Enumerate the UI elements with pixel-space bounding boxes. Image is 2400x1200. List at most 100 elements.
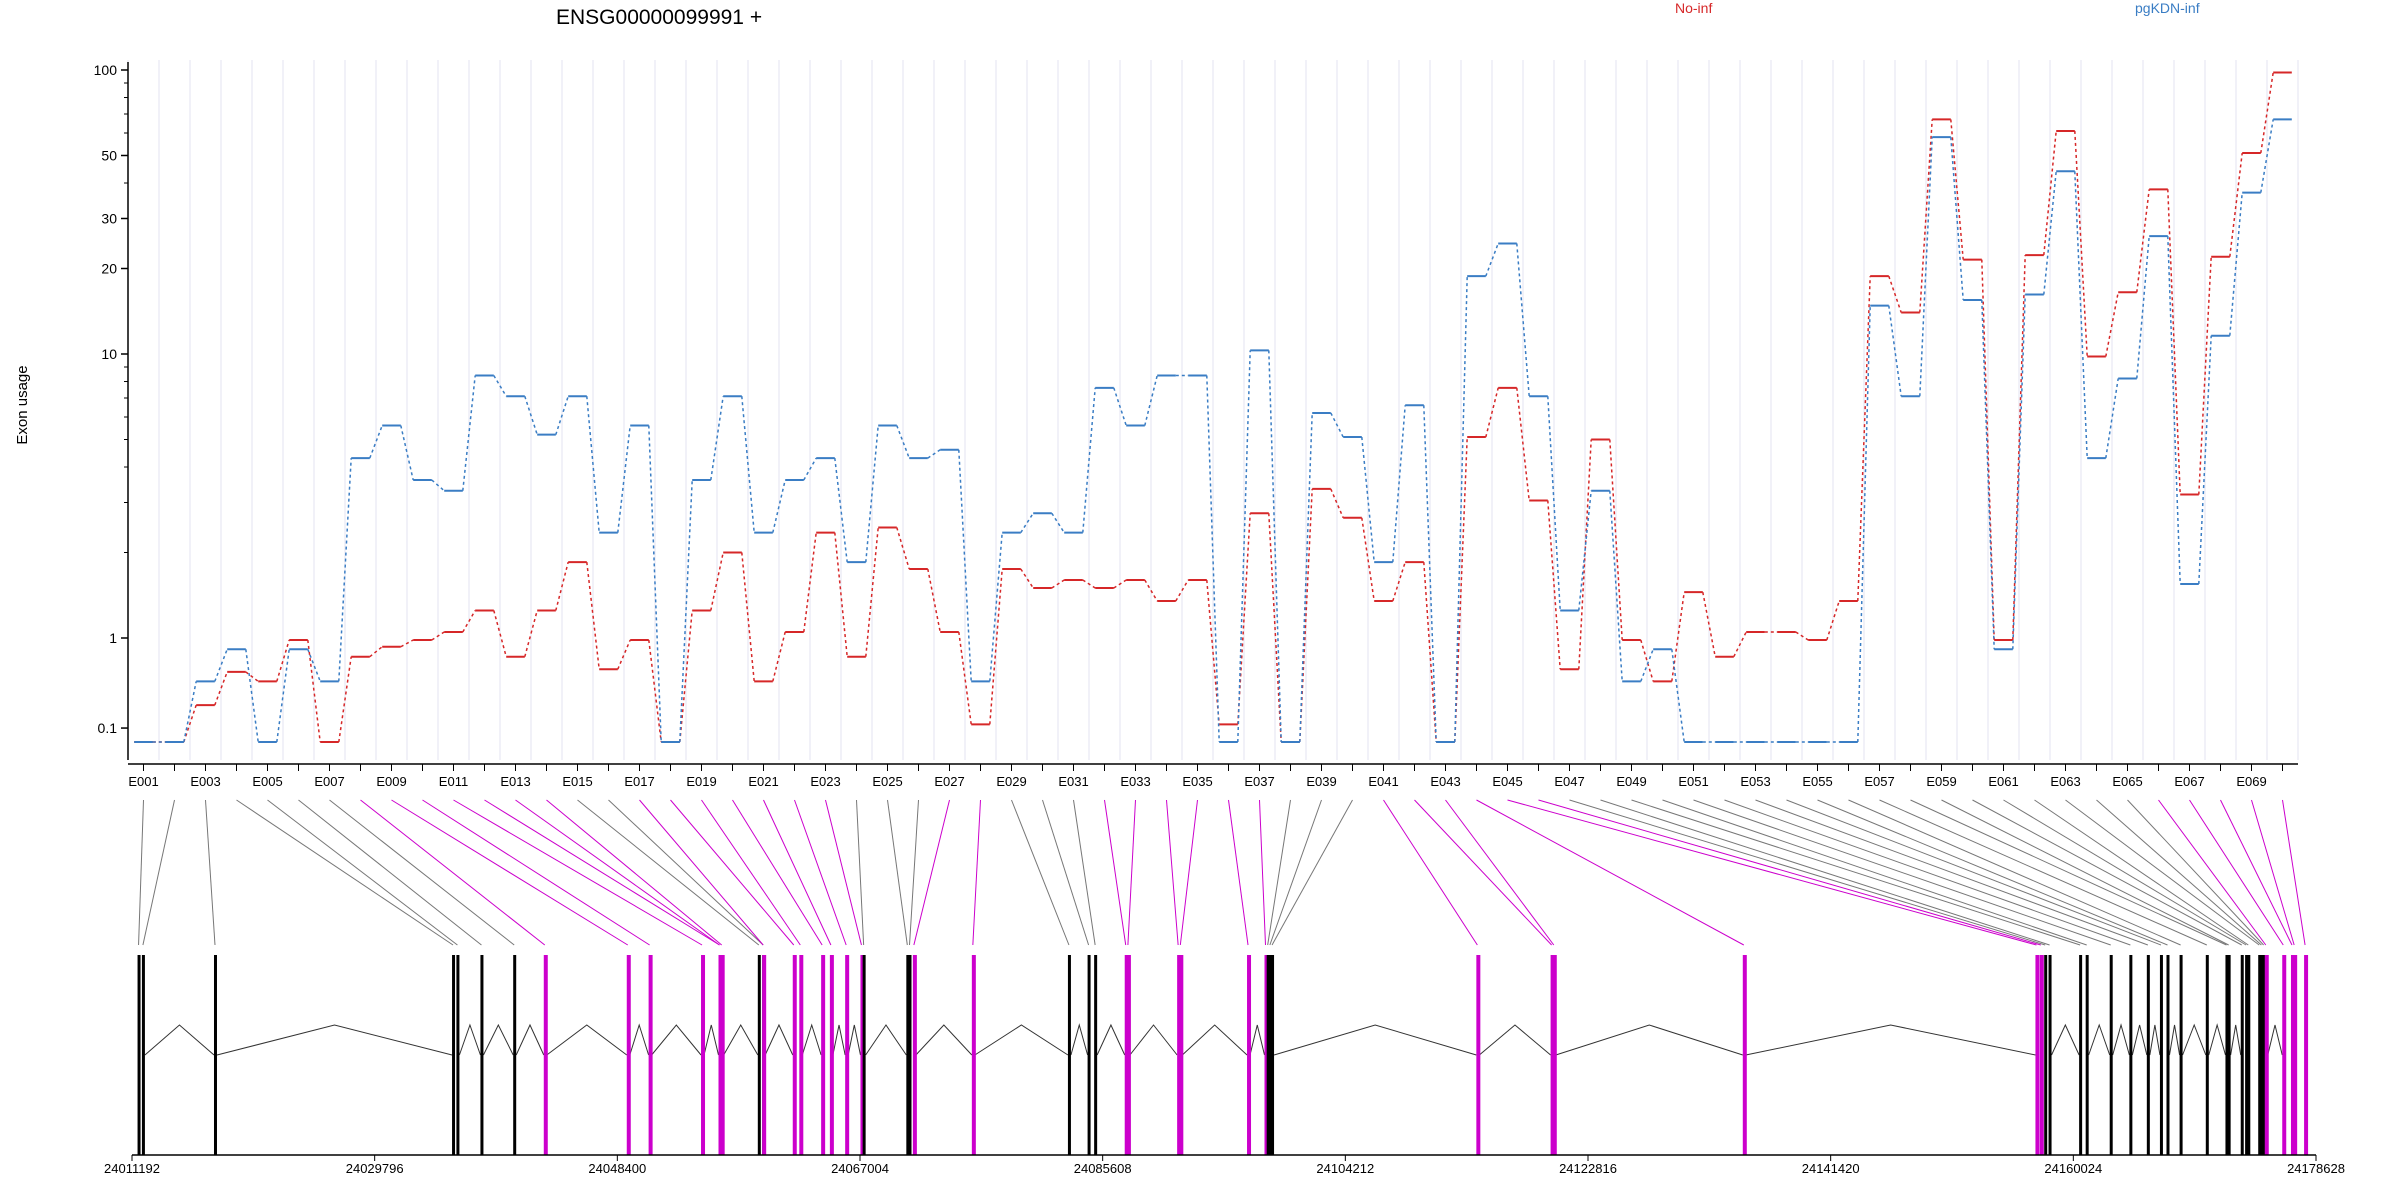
exon-connector bbox=[360, 799, 546, 946]
exon-box bbox=[2245, 955, 2249, 1155]
exon-connector bbox=[763, 799, 832, 946]
exon-box bbox=[1476, 955, 1481, 1155]
intron-line bbox=[832, 1024, 846, 1056]
genome-coordinate-axis: 24011192 24029796 24048400 24067004 24085608… bbox=[104, 1154, 2345, 1176]
intron-line bbox=[1555, 1024, 1743, 1056]
exon-box bbox=[2035, 955, 2040, 1155]
exon-tick-label: E069 bbox=[2236, 774, 2266, 789]
series-connector bbox=[555, 561, 569, 611]
series-connector bbox=[1919, 119, 1933, 313]
exon-box bbox=[456, 955, 460, 1155]
exon-box bbox=[2146, 955, 2150, 1155]
series-connector bbox=[307, 639, 321, 743]
intron-line bbox=[1096, 1023, 1126, 1056]
series-connector bbox=[1206, 375, 1220, 743]
exon-connector bbox=[1271, 799, 1353, 946]
series-connector bbox=[1640, 639, 1654, 682]
legend-pgkdn-inf: pgKDN-inf bbox=[2135, 0, 2200, 16]
series-connector bbox=[1144, 579, 1158, 602]
exon-connector bbox=[1383, 799, 1478, 946]
exon-axis: E001 E003 E005 E007 E009 E011 E013 E015 E017 E019… bbox=[128, 763, 2298, 789]
exon-connector bbox=[1724, 799, 2131, 946]
intron-line bbox=[2149, 1024, 2161, 1056]
exon-box bbox=[513, 955, 517, 1155]
exon-tick-label: E019 bbox=[686, 774, 716, 789]
series-connector bbox=[183, 681, 197, 743]
series-connector bbox=[1547, 500, 1561, 670]
exon-tick-label: E051 bbox=[1678, 774, 1708, 789]
series-connector bbox=[1888, 275, 1902, 313]
exon-tick-label: E007 bbox=[314, 774, 344, 789]
genome-tick-label: 24178628 bbox=[2287, 1161, 2345, 1176]
exon-box bbox=[2085, 955, 2089, 1155]
intron-line bbox=[2230, 1024, 2242, 1056]
series-connector bbox=[958, 449, 972, 682]
exon-connector bbox=[2158, 799, 2267, 946]
series-connector bbox=[989, 532, 1003, 682]
exon-connector bbox=[1179, 799, 1198, 946]
intron-line bbox=[703, 1024, 719, 1056]
y-tick-label: 10 bbox=[101, 346, 117, 362]
exon-tick-label: E011 bbox=[439, 774, 468, 789]
genome-tick-label: 24085608 bbox=[1074, 1161, 1132, 1176]
exon-box bbox=[480, 955, 484, 1155]
vertical-gridlines bbox=[127, 60, 2299, 760]
intron-line bbox=[546, 1024, 628, 1056]
exon-tick-label: E041 bbox=[1368, 774, 1398, 789]
series-connector bbox=[896, 527, 910, 570]
intron-line bbox=[144, 1024, 215, 1056]
exon-box bbox=[2282, 955, 2287, 1155]
series-connector bbox=[648, 425, 662, 743]
exon-tick-label: E013 bbox=[500, 774, 530, 789]
chart-title: ENSG00000099991 + bbox=[556, 6, 762, 29]
series-connector bbox=[2074, 130, 2088, 357]
exon-tick-label: E067 bbox=[2174, 774, 2204, 789]
series-connector bbox=[400, 639, 414, 648]
exon-box bbox=[2264, 955, 2269, 1155]
exon-box bbox=[908, 955, 912, 1155]
intron-line bbox=[764, 1023, 794, 1056]
series-connector bbox=[1268, 513, 1282, 743]
exon-box bbox=[1067, 955, 1071, 1155]
series-connector bbox=[245, 671, 259, 682]
series-connector bbox=[1082, 387, 1096, 533]
exon-tick-label: E015 bbox=[562, 774, 592, 789]
exon-box bbox=[2258, 955, 2262, 1155]
y-tick-label: 30 bbox=[101, 210, 117, 226]
series-connector bbox=[2043, 171, 2057, 295]
legend-no-inf: No-inf bbox=[1675, 0, 1712, 16]
series-connector bbox=[1795, 631, 1809, 641]
exon-connector bbox=[1166, 799, 1179, 946]
series-connector bbox=[989, 568, 1003, 725]
series-connector bbox=[431, 631, 445, 641]
exon-connector bbox=[1786, 799, 2162, 946]
intron-line bbox=[651, 1024, 702, 1056]
series-connector bbox=[710, 552, 724, 611]
exon-connector bbox=[138, 799, 144, 946]
exon-connector bbox=[267, 799, 458, 946]
exon-connector bbox=[670, 799, 795, 946]
exon-box bbox=[2293, 955, 2298, 1155]
series-connector bbox=[338, 458, 352, 682]
series-connector bbox=[1609, 490, 1623, 682]
exon-tick-label: E059 bbox=[1926, 774, 1956, 789]
exon-box bbox=[821, 955, 826, 1155]
exon-box bbox=[1126, 955, 1131, 1155]
exon-box bbox=[862, 955, 866, 1155]
series-connector bbox=[1733, 631, 1747, 658]
exon-box bbox=[720, 955, 725, 1155]
exon-box bbox=[829, 955, 834, 1155]
series-connector bbox=[2105, 378, 2119, 459]
exon-connector bbox=[2003, 799, 2247, 946]
genome-tick-label: 24067004 bbox=[831, 1161, 889, 1176]
series-connector bbox=[2012, 255, 2026, 641]
series-pgkdn-inf bbox=[134, 118, 2292, 743]
intron-line bbox=[723, 1023, 759, 1056]
intron-line bbox=[2267, 1024, 2283, 1056]
series-connector bbox=[1020, 512, 1034, 534]
exon-box bbox=[2166, 955, 2170, 1155]
exon-connector bbox=[887, 799, 908, 946]
intron-line bbox=[1181, 1024, 1248, 1056]
intron-line bbox=[2051, 1023, 2080, 1056]
